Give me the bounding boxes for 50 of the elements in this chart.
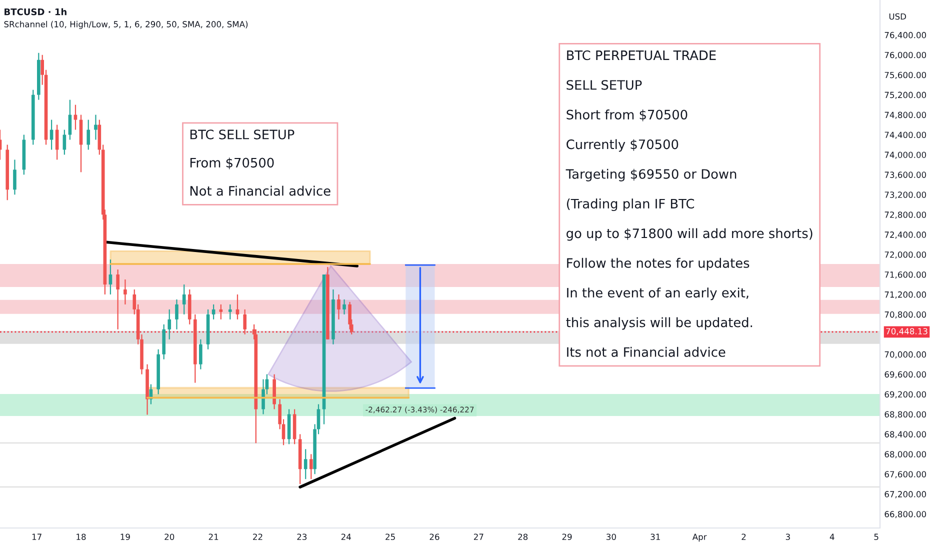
y-tick-label: 73,600.00: [884, 172, 926, 179]
y-tick-label: 74,400.00: [884, 132, 926, 139]
y-tick-label: 72,000.00: [884, 252, 926, 259]
y-tick-label: 72,400.00: [884, 232, 926, 239]
y-tick-label: 76,000.00: [884, 52, 926, 60]
x-tick-label: Apr: [692, 534, 707, 542]
x-tick-label: 21: [208, 534, 218, 540]
x-tick-label: 17: [32, 534, 42, 540]
x-tick-label: 5: [874, 534, 878, 540]
y-tick-label: 75,200.00: [884, 92, 926, 99]
y-tick-label: 72,800.00: [884, 212, 926, 219]
x-tick-label: 20: [164, 534, 174, 540]
y-tick-label: 68,800.00: [884, 411, 926, 418]
y-tick-label: 73,200.00: [884, 192, 926, 199]
x-tick-label: 4: [830, 534, 834, 540]
y-tick-label: 74,000.00: [884, 152, 926, 159]
x-tick-label: 27: [474, 534, 484, 540]
x-tick-label: 19: [120, 534, 130, 540]
y-tick-label: 68,400.00: [884, 431, 926, 438]
x-tick-label: 24: [341, 534, 351, 540]
y-tick-label: 66,800.00: [884, 511, 926, 518]
text: SRchannel (10, High/Low, 5, 1, 6, 290, 50, SMA, 200, SMA): [4, 20, 248, 29]
y-tick-label: 70,800.00: [884, 311, 926, 319]
y-tick-label: 69,600.00: [884, 371, 926, 378]
y-tick-label: 71,600.00: [884, 271, 926, 279]
x-tick-label: 18: [76, 534, 86, 540]
x-tick-label: 29: [562, 534, 572, 540]
x-tick-label: 23: [297, 534, 307, 540]
x-tick-label: 3: [786, 534, 790, 540]
x-tick-label: 31: [650, 534, 660, 540]
x-tick-label: 30: [606, 534, 616, 540]
y-tick-label: 69,200.00: [884, 391, 926, 398]
text: BTC PERPETUAL TRADE SELL SETUP Short from $70500 Currently $70500 Targeting $69550 or Down (Trading plan IF BTC go up to $71800 will add more shorts) Follow the notes for updates In the event of an early exit, this analysis will be updated. Its not a Financial advice: [566, 50, 812, 357]
x-tick-label: 2: [742, 534, 746, 540]
x-tick-label: 25: [386, 534, 395, 540]
y-axis-title: USD: [889, 13, 906, 20]
y-tick-label: 68,000.00: [884, 451, 926, 458]
x-tick-label: 22: [253, 534, 262, 540]
text: BTCUSD · 1h: [4, 8, 66, 16]
text: BTC SELL SETUP From $70500 Not a Financial advice: [190, 130, 330, 196]
y-tick-label: 67,600.00: [884, 471, 926, 478]
y-tick-label: 71,200.00: [884, 291, 926, 299]
y-tick-label: 74,800.00: [884, 112, 926, 119]
ref-line-label: 70,448.13: [886, 328, 928, 336]
x-tick-label: 26: [430, 534, 440, 540]
y-tick-label: 75,600.00: [884, 72, 926, 79]
y-tick-label: 76,400.00: [884, 32, 926, 40]
x-tick-label: 28: [518, 534, 528, 540]
y-tick-label: 70,000.00: [884, 351, 926, 358]
y-tick-label: 67,200.00: [884, 491, 926, 498]
